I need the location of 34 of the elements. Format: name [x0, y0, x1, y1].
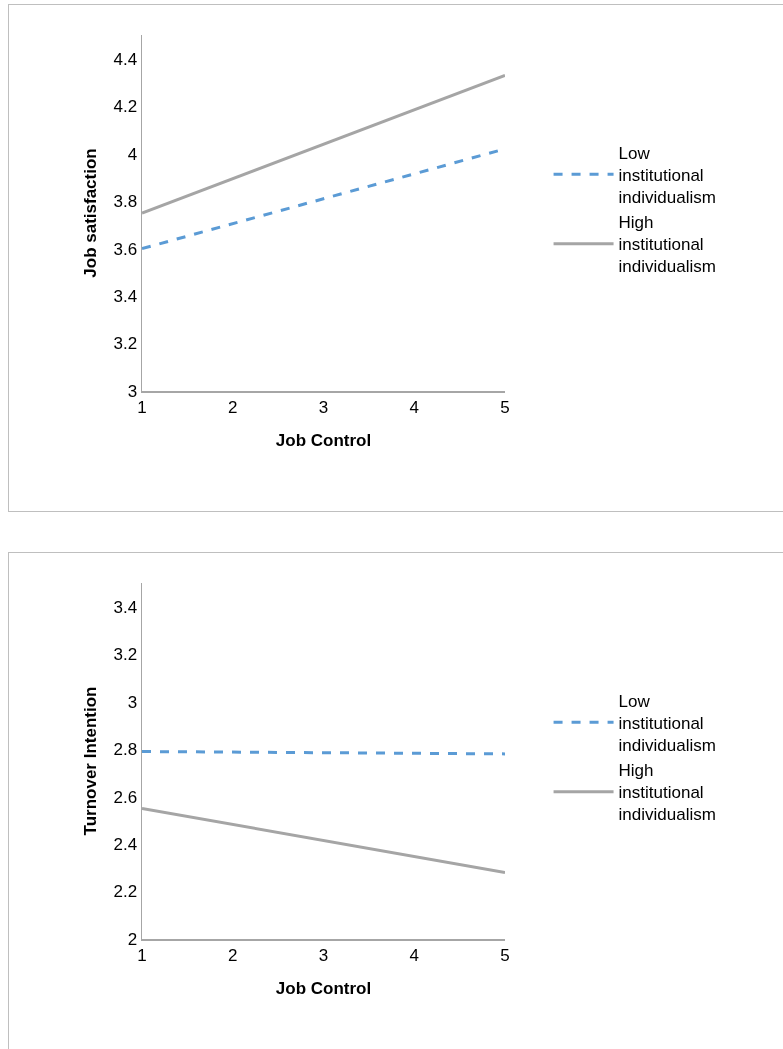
y-axis-title: Turnover Intention — [81, 686, 101, 836]
legend-label: High institutional individualism — [618, 213, 716, 277]
y-tick-label: 2.4 — [113, 835, 138, 855]
x-tick-label: 4 — [409, 397, 419, 417]
x-tick-label: 2 — [228, 945, 238, 965]
y-tick-label: 3.4 — [113, 597, 138, 617]
y-tick-label: 2.2 — [113, 882, 138, 902]
y-tick-label: 3.2 — [113, 334, 138, 354]
y-tick-label: 3 — [127, 381, 138, 401]
legend-label: Low institutional individualism — [618, 691, 716, 756]
y-tick-label: 3.4 — [113, 287, 138, 307]
y-tick-label: 3 — [127, 692, 138, 712]
y-axis-title: Job satisfaction — [81, 148, 101, 278]
y-tick-label: 4.2 — [113, 97, 138, 117]
y-tick-label: 3.8 — [113, 192, 138, 212]
y-tick-label: 2.6 — [113, 787, 138, 807]
y-tick-label: 2.8 — [113, 740, 138, 760]
legend-label: High institutional individualism — [618, 761, 716, 825]
x-tick-label: 1 — [137, 945, 147, 965]
x-tick-label: 5 — [500, 945, 510, 965]
y-tick-label: 4.4 — [113, 49, 138, 69]
x-tick-label: 2 — [228, 397, 238, 417]
y-tick-label: 4 — [127, 144, 138, 164]
y-tick-label: 3.2 — [113, 645, 138, 665]
y-tick-label: 3.6 — [113, 239, 138, 259]
x-axis-title: Job Control — [275, 979, 372, 999]
x-tick-label: 3 — [318, 945, 329, 965]
y-tick-label: 2 — [127, 929, 138, 949]
x-axis-title: Job Control — [275, 431, 372, 451]
x-tick-label: 3 — [318, 397, 329, 417]
x-tick-label: 1 — [137, 397, 147, 417]
x-tick-label: 5 — [500, 397, 510, 417]
legend-label: Low institutional individualism — [618, 143, 716, 208]
x-tick-label: 4 — [409, 945, 419, 965]
